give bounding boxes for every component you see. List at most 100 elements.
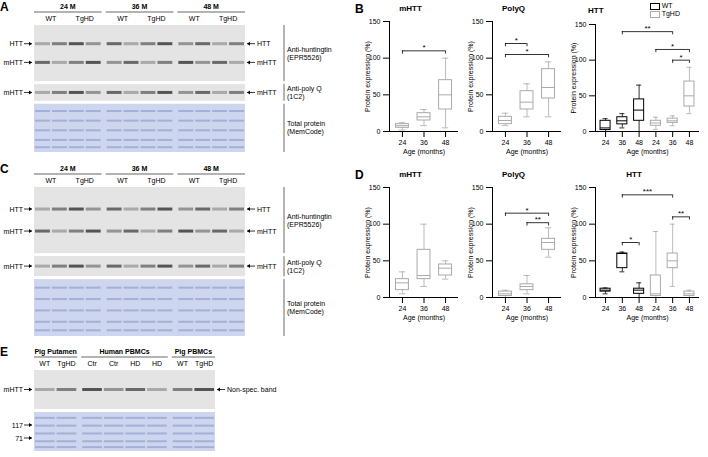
svg-text:48: 48 [635,139,643,146]
svg-text:Protein expression (%): Protein expression (%) [467,41,475,112]
svg-text:48: 48 [686,305,694,312]
svg-text:24: 24 [602,305,610,312]
svg-text:0: 0 [583,294,587,301]
svg-text:WT: WT [117,15,129,22]
svg-text:50: 50 [579,257,587,264]
svg-text:WT: WT [45,15,57,22]
svg-text:*: * [671,42,674,51]
svg-text:150: 150 [369,18,381,25]
svg-text:HD: HD [152,360,162,367]
svg-text:**: ** [644,24,650,33]
svg-text:TgHD: TgHD [219,177,237,185]
svg-text:0: 0 [480,128,484,135]
svg-text:***: *** [643,187,652,196]
svg-text:mHTT: mHTT [4,89,24,96]
svg-text:mHTT: mHTT [4,386,24,393]
svg-text:*: * [679,53,682,62]
svg-text:TgHD: TgHD [76,177,94,185]
svg-text:Age (months): Age (months) [626,148,668,156]
svg-text:24: 24 [399,139,407,146]
svg-text:36: 36 [523,139,531,146]
svg-text:*: * [525,206,528,215]
svg-text:150: 150 [472,18,484,25]
svg-text:HD: HD [130,360,140,367]
svg-text:150: 150 [575,21,587,28]
svg-text:TgHD: TgHD [219,15,237,23]
svg-text:**: ** [678,209,684,218]
svg-text:WT: WT [117,177,129,184]
svg-text:150: 150 [369,184,381,191]
svg-text:48: 48 [635,305,643,312]
svg-text:36: 36 [618,305,626,312]
svg-text:Anti-poly Q(1C2): Anti-poly Q(1C2) [287,85,322,101]
svg-text:Pig PBMCs: Pig PBMCs [175,348,212,356]
svg-text:150: 150 [575,184,587,191]
svg-text:50: 50 [373,257,381,264]
svg-text:0: 0 [377,128,381,135]
svg-text:48 M: 48 M [203,165,219,172]
svg-text:50: 50 [476,91,484,98]
svg-text:TgHD: TgHD [195,360,213,368]
svg-text:Ctr: Ctr [87,360,97,367]
svg-text:WT: WT [189,177,201,184]
svg-text:Protein expression (%): Protein expression (%) [570,43,578,114]
svg-text:mHTT: mHTT [257,228,277,235]
svg-text:117: 117 [12,422,23,429]
svg-text:24: 24 [602,139,610,146]
svg-text:36: 36 [523,305,531,312]
svg-text:WT: WT [45,177,57,184]
svg-text:50: 50 [579,92,587,99]
svg-text:mHTT: mHTT [257,59,277,66]
svg-text:Protein expression (%): Protein expression (%) [364,207,372,278]
svg-text:Anti-huntingtin(EPR5526): Anti-huntingtin(EPR5526) [287,46,332,62]
svg-text:48: 48 [545,139,553,146]
svg-text:24: 24 [399,305,407,312]
svg-text:Anti-poly Q(1C2): Anti-poly Q(1C2) [287,259,322,275]
svg-text:Total protein(MemCode): Total protein(MemCode) [287,300,325,316]
svg-text:Age (months): Age (months) [626,314,668,322]
svg-text:Ctr: Ctr [109,360,119,367]
svg-text:*: * [629,235,632,244]
svg-text:HTT: HTT [9,206,23,213]
svg-text:mHTT: mHTT [4,59,24,66]
svg-text:mHTT: mHTT [257,89,277,96]
svg-text:WT: WT [39,360,51,367]
svg-text:Anti-huntingtin(EPR5526): Anti-huntingtin(EPR5526) [287,213,332,229]
svg-text:*: * [422,43,425,52]
svg-text:Protein expression (%): Protein expression (%) [467,207,475,278]
svg-text:Age (months): Age (months) [403,314,445,322]
svg-text:**: ** [535,215,541,224]
svg-text:50: 50 [373,91,381,98]
svg-text:0: 0 [480,294,484,301]
svg-text:24: 24 [502,139,510,146]
svg-text:mHTT: mHTT [4,263,24,270]
svg-text:48: 48 [442,305,450,312]
svg-text:TgHD: TgHD [147,15,165,23]
svg-text:150: 150 [472,184,484,191]
svg-text:mHTT: mHTT [257,263,277,270]
svg-text:24 M: 24 M [60,3,76,10]
svg-text:0: 0 [583,128,587,135]
svg-text:Total protein(MemCode): Total protein(MemCode) [287,120,325,136]
svg-text:Protein expression (%): Protein expression (%) [364,41,372,112]
svg-text:36: 36 [669,139,677,146]
svg-text:71: 71 [15,435,23,442]
svg-text:24: 24 [652,305,660,312]
svg-text:Protein expression (%): Protein expression (%) [570,207,578,278]
svg-text:*: * [515,36,518,45]
svg-text:Age (months): Age (months) [506,314,548,322]
svg-text:48: 48 [442,139,450,146]
svg-text:HTT: HTT [9,40,23,47]
svg-text:48 M: 48 M [203,3,219,10]
svg-text:WT: WT [177,360,189,367]
svg-text:36: 36 [420,139,428,146]
svg-text:0: 0 [377,294,381,301]
svg-text:36: 36 [420,305,428,312]
svg-text:24 M: 24 M [60,165,76,172]
svg-text:Non-spec. band: Non-spec. band [227,386,277,394]
svg-text:48: 48 [545,305,553,312]
svg-text:36: 36 [669,305,677,312]
svg-text:TgHD: TgHD [147,177,165,185]
svg-text:36 M: 36 M [132,165,148,172]
svg-text:48: 48 [686,139,694,146]
